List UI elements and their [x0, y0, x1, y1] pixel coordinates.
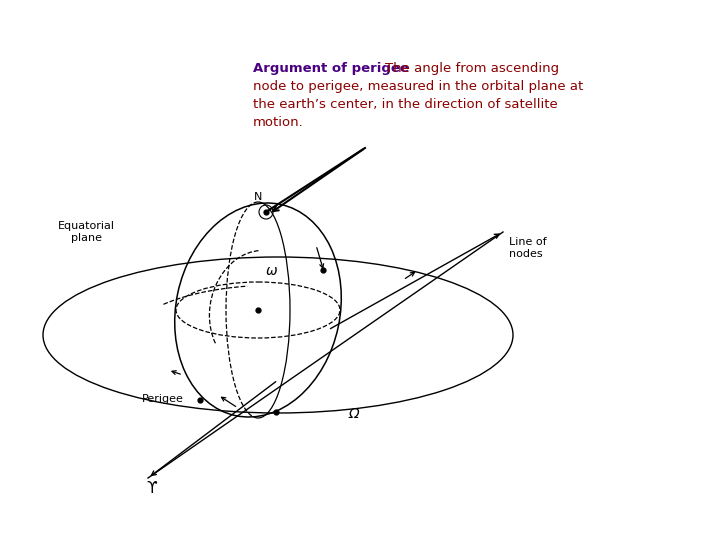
Text: motion.: motion. — [253, 116, 304, 129]
Text: Equatorial
plane: Equatorial plane — [58, 221, 114, 243]
Text: Line of
nodes: Line of nodes — [509, 237, 546, 259]
Text: the earth’s center, in the direction of satellite: the earth’s center, in the direction of … — [253, 98, 558, 111]
Text: N: N — [254, 192, 262, 202]
Text: The angle from ascending: The angle from ascending — [385, 62, 559, 75]
Text: ω: ω — [266, 264, 278, 278]
Text: Argument of perigee: Argument of perigee — [253, 62, 409, 75]
Text: ϒ: ϒ — [147, 481, 157, 496]
Text: node to perigee, measured in the orbital plane at: node to perigee, measured in the orbital… — [253, 80, 583, 93]
Text: Perigee: Perigee — [142, 394, 184, 404]
Text: Ω: Ω — [348, 407, 359, 421]
